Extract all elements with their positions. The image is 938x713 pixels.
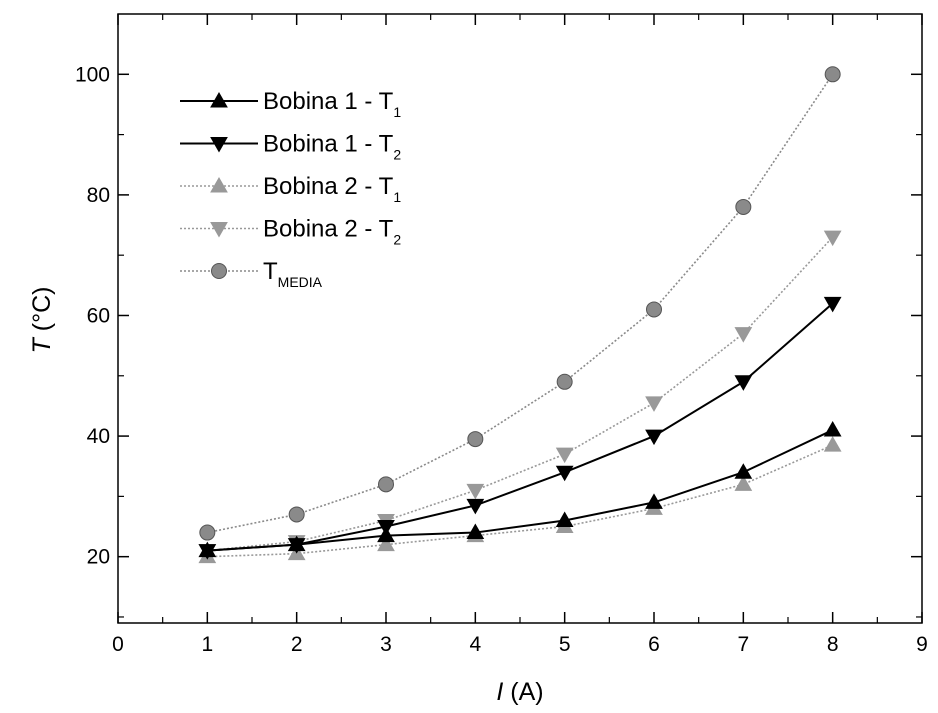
- data-point: [823, 230, 842, 247]
- series-line: [207, 429, 834, 552]
- x-tick-label: 2: [291, 633, 303, 656]
- data-point: [466, 483, 485, 500]
- legend-label-main: T: [263, 258, 278, 285]
- series-layer: [198, 66, 842, 564]
- data-point: [734, 375, 753, 391]
- data-point: [199, 524, 216, 541]
- plot-frame: [117, 13, 923, 624]
- data-point: [645, 396, 663, 412]
- data-point: [823, 296, 842, 313]
- x-axis-title-italic: I: [496, 678, 503, 706]
- data-point: [378, 476, 394, 493]
- data-point: [377, 535, 395, 552]
- data-point: [556, 373, 573, 390]
- legend-label-sub: 2: [393, 147, 401, 163]
- series-line: [207, 302, 834, 552]
- x-tick-label: 9: [916, 633, 928, 656]
- x-tick-label: 3: [380, 633, 392, 656]
- legend-marker: [210, 176, 228, 193]
- legend-entry-2: Bobina 1 - T2: [180, 131, 401, 163]
- legend-label: Bobina 2 - T1: [263, 173, 401, 205]
- x-tick-label: 7: [737, 633, 749, 656]
- y-tick-label: 40: [87, 425, 110, 448]
- data-point: [645, 429, 663, 446]
- series-1: [198, 421, 842, 558]
- data-point: [646, 301, 662, 318]
- legend-label: Bobina 1 - T1: [263, 88, 401, 120]
- legend-entry-5: TMEDIA: [180, 258, 323, 290]
- data-point: [824, 66, 841, 83]
- data-point: [377, 526, 395, 543]
- data-point: [467, 431, 484, 448]
- y-tick-label: 60: [87, 304, 110, 327]
- y-tick-label: 100: [75, 63, 110, 86]
- data-point: [466, 523, 485, 540]
- legend-label-main: Bobina 1 - T: [263, 88, 394, 115]
- legend-label-main: Bobina 2 - T: [263, 173, 394, 200]
- legend-entry-1: Bobina 1 - T1: [180, 88, 401, 120]
- legend-label-sub: 1: [393, 189, 401, 205]
- legend-label: Bobina 2 - T2: [263, 216, 401, 248]
- series-line: [207, 444, 833, 558]
- x-tick-label: 1: [201, 633, 213, 656]
- x-tick-label: 4: [469, 633, 481, 656]
- x-axis-title-rest: (A): [503, 678, 543, 706]
- legend-label-sub: 2: [393, 232, 401, 248]
- legend-marker: [210, 222, 228, 238]
- data-point: [198, 541, 217, 558]
- x-tick-label: 6: [648, 633, 660, 656]
- data-point: [735, 198, 752, 215]
- legend-label: TMEDIA: [263, 258, 323, 290]
- y-tick-label: 20: [87, 546, 110, 569]
- legend-entry-3: Bobina 2 - T1: [180, 173, 401, 205]
- tick-labels: 0 1 2 3 4 5 6 7 8 9 20 40 60 80 100: [75, 63, 928, 656]
- y-axis-title-rest: (°C): [28, 287, 56, 339]
- data-point: [555, 447, 574, 464]
- series-line: [207, 236, 834, 552]
- data-point: [734, 463, 753, 479]
- x-tick-label: 8: [827, 633, 839, 656]
- data-point: [734, 475, 753, 491]
- data-point: [734, 327, 753, 343]
- legend-entry-4: Bobina 2 - T2: [180, 216, 401, 248]
- data-point: [555, 465, 574, 482]
- data-point: [645, 493, 663, 509]
- legend-marker: [210, 91, 228, 108]
- legend-label-sub: MEDIA: [278, 274, 323, 290]
- series-5: [199, 66, 841, 541]
- y-tick-label: 80: [87, 184, 110, 207]
- data-point: [823, 436, 842, 452]
- x-tick-label: 5: [559, 633, 571, 656]
- data-point: [555, 511, 574, 527]
- legend-label-main: Bobina 1 - T: [263, 131, 394, 158]
- data-point: [287, 535, 306, 552]
- data-point: [823, 421, 842, 437]
- legend-label: Bobina 1 - T2: [263, 131, 401, 163]
- data-point: [288, 506, 305, 523]
- x-axis-title: I (A): [496, 678, 543, 706]
- data-point: [466, 498, 485, 515]
- legend-label-main: Bobina 2 - T: [263, 216, 394, 243]
- axis-ticks: [117, 14, 923, 623]
- x-tick-label: 0: [112, 633, 124, 656]
- y-axis-title-italic: T: [28, 336, 56, 353]
- legend-marker: [211, 263, 227, 279]
- y-axis-title: T (°C): [28, 287, 56, 354]
- legend-marker: [210, 137, 228, 153]
- legend-label-sub: 1: [393, 104, 401, 120]
